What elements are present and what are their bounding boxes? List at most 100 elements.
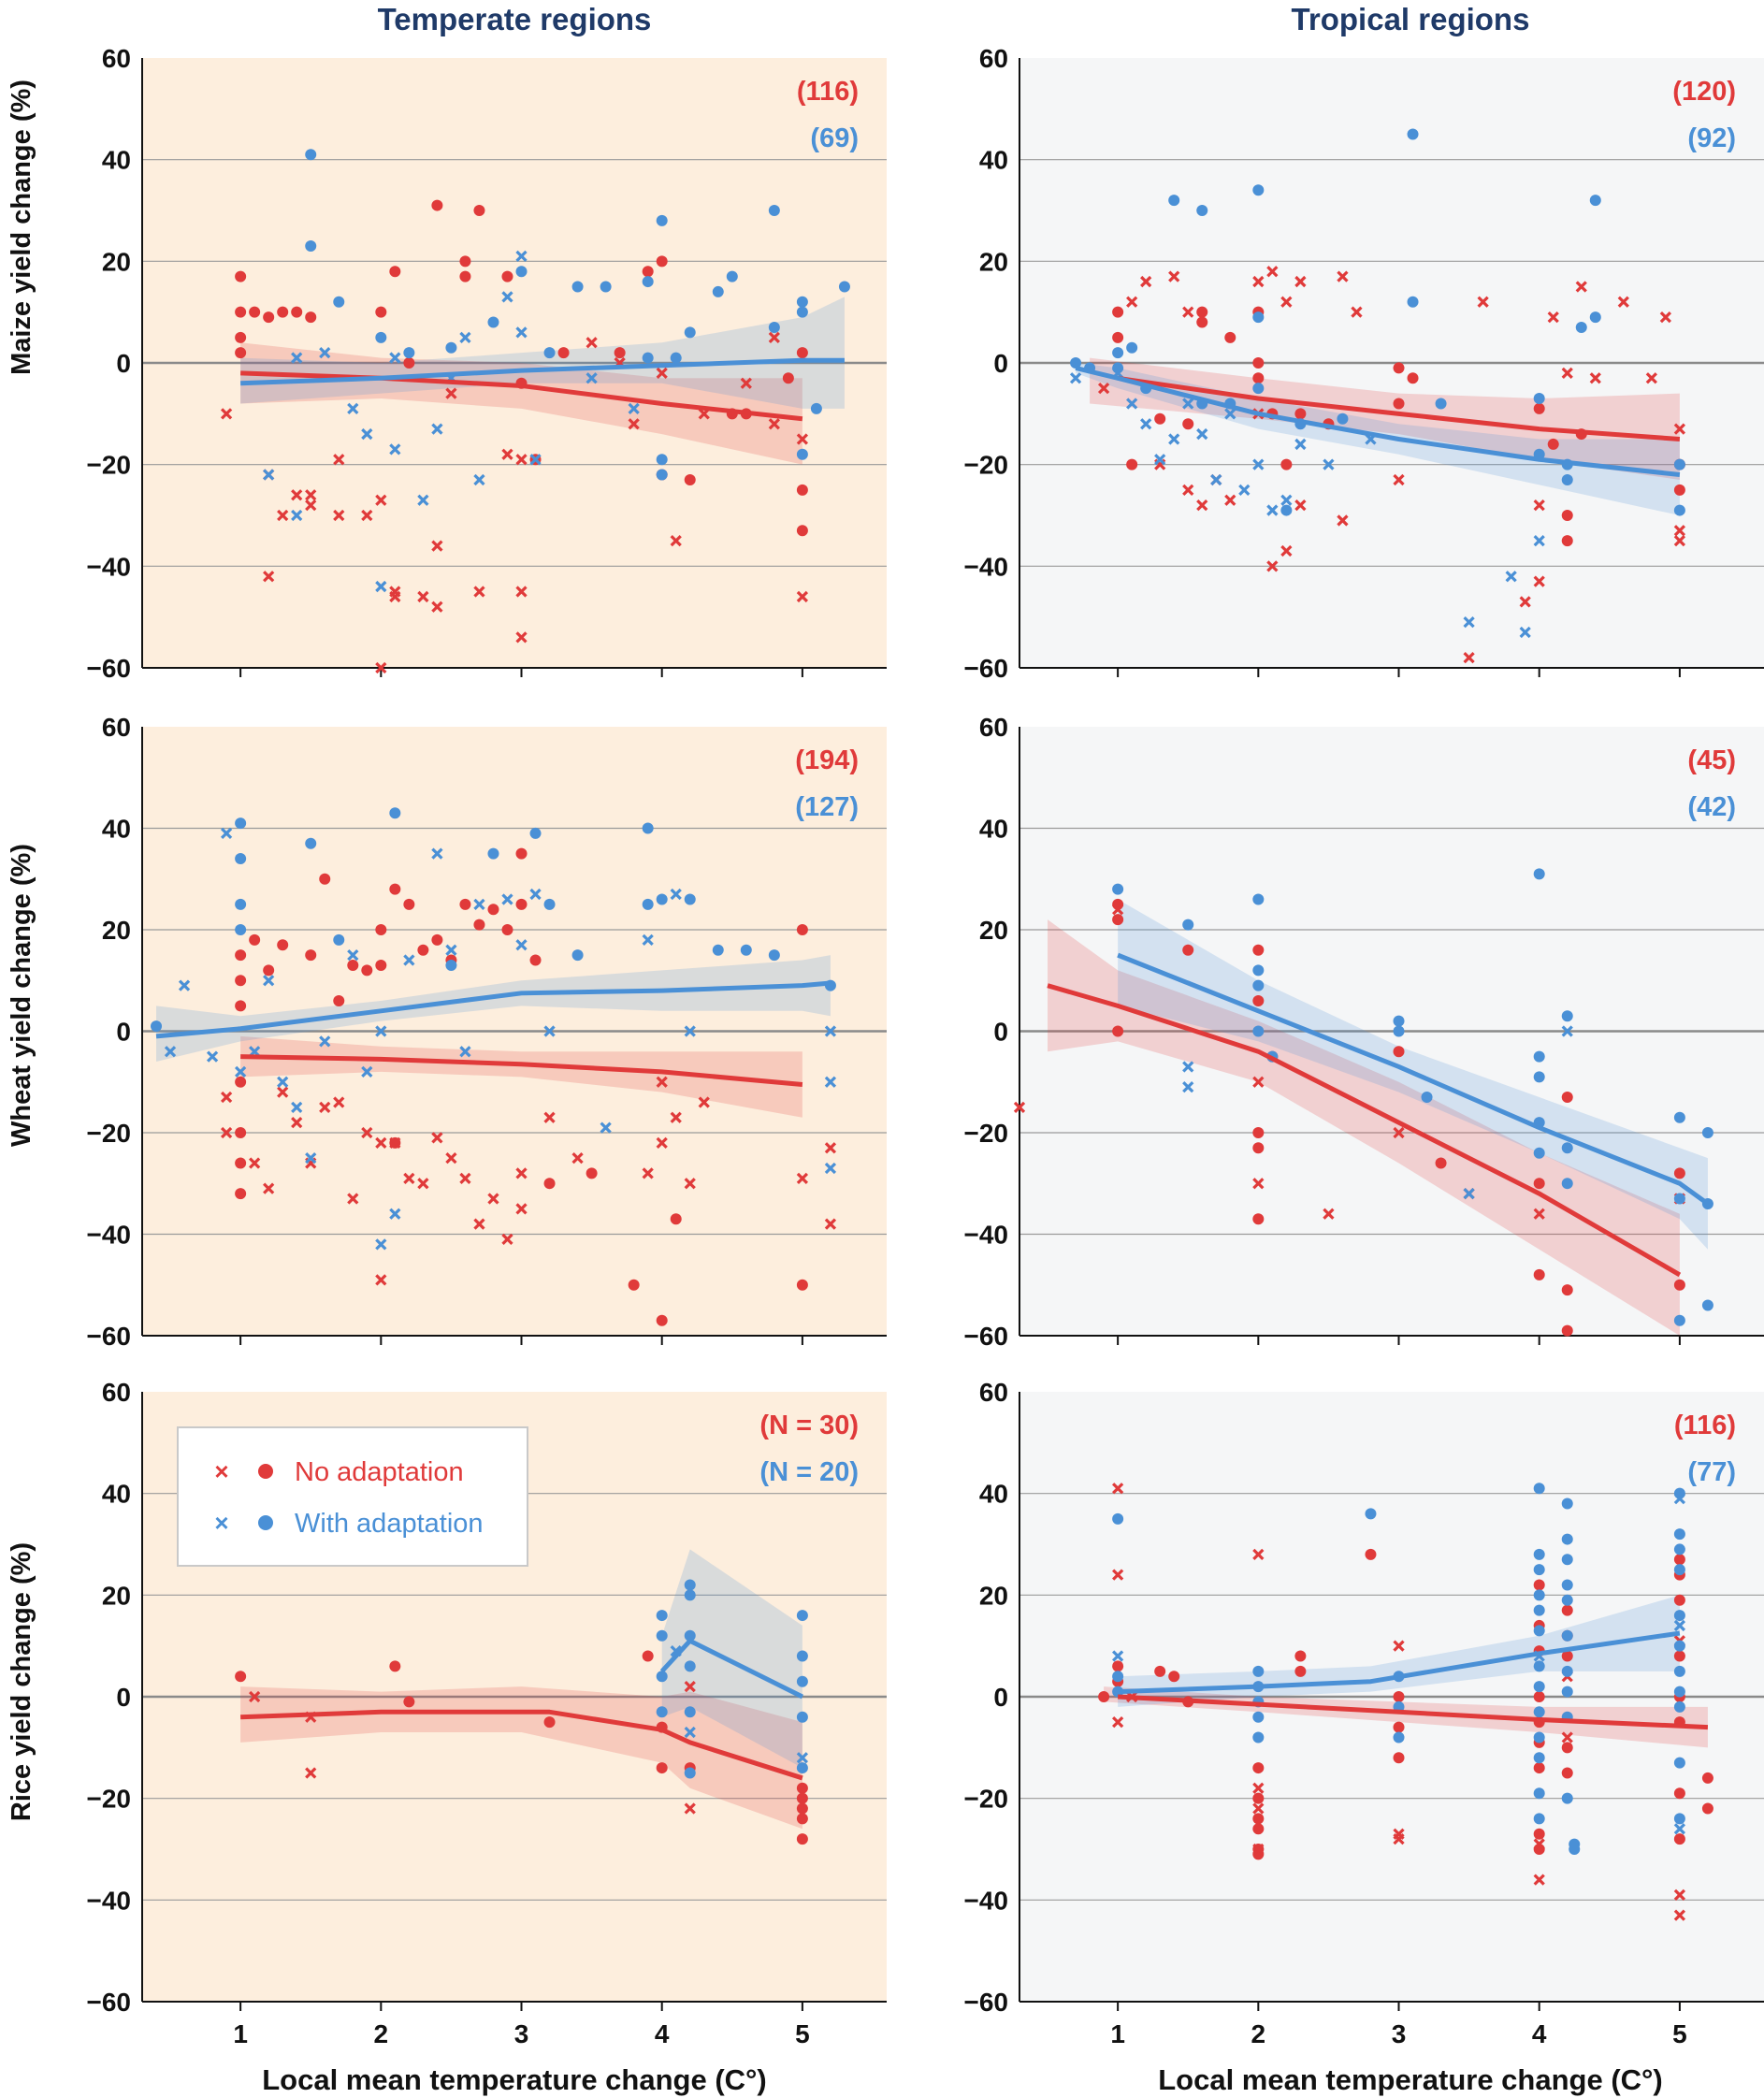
point-circle-with-adaptation: [684, 1767, 696, 1779]
legend: × No adaptation × With adaptation: [177, 1426, 528, 1567]
point-circle-no-adaptation: [1393, 1752, 1405, 1764]
trend-line-with-adaptation: [1118, 1630, 1681, 1695]
point-circle-with-adaptation: [796, 1711, 808, 1723]
y-tick-label: 40: [102, 1480, 131, 1509]
x-tick-label: 2: [374, 2019, 389, 2048]
point-cross-no-adaptation: [1252, 1178, 1265, 1190]
point-cross-no-adaptation: [1252, 1843, 1265, 1856]
panel-wheat-temperate: 60 40 20 0 −20 −40 −60 (194) (127): [87, 713, 887, 1351]
point-cross-with-adaptation: [515, 326, 528, 339]
trend-line-with-adaptation: [1075, 366, 1681, 478]
y-tick-label: 0: [116, 1018, 131, 1047]
point-circle-with-adaptation: [1252, 1025, 1265, 1037]
point-cross-with-adaptation: [178, 979, 191, 991]
point-cross-with-adaptation: [1154, 454, 1166, 466]
point-circle-no-adaptation: [1561, 1767, 1573, 1779]
point-cross-no-adaptation: [768, 418, 780, 430]
point-cross-no-adaptation: [389, 1136, 401, 1149]
point-cross-no-adaptation: [375, 661, 387, 674]
trend-line-with-adaptation: [1117, 952, 1710, 1206]
y-tick-label: 0: [116, 349, 131, 378]
point-circle-with-adaptation: [1673, 1111, 1685, 1123]
point-circle-with-adaptation: [656, 1629, 668, 1642]
point-circle-with-adaptation: [656, 1610, 668, 1622]
point-circle-no-adaptation: [1252, 1142, 1265, 1154]
point-circle-with-adaptation: [1575, 321, 1587, 333]
point-circle-no-adaptation: [1561, 1742, 1573, 1754]
point-cross-with-adaptation: [431, 847, 443, 860]
point-circle-with-adaptation: [810, 402, 822, 414]
point-circle-with-adaptation: [1252, 964, 1265, 977]
y-tick-label: 40: [102, 815, 131, 844]
point-circle-with-adaptation: [1561, 473, 1573, 485]
point-cross-with-adaptation: [1168, 433, 1180, 445]
point-circle-no-adaptation: [1561, 1650, 1573, 1662]
point-circle-with-adaptation: [1407, 296, 1419, 308]
point-circle-no-adaptation: [403, 1696, 415, 1708]
panel-maize-tropical: 60 40 20 0 −20 −40 −60 (120) (92): [964, 44, 1764, 683]
point-cross-no-adaptation: [220, 1091, 233, 1104]
point-circle-with-adaptation: [796, 306, 808, 318]
point-circle-with-adaptation: [656, 214, 668, 226]
point-cross-with-adaptation: [319, 347, 331, 359]
point-cross-no-adaptation: [291, 1117, 303, 1129]
point-cross-no-adaptation: [684, 1802, 696, 1815]
point-circle-with-adaptation: [1533, 1706, 1545, 1718]
point-circle-with-adaptation: [1112, 347, 1124, 359]
point-circle-with-adaptation: [235, 817, 247, 830]
x-axis-label-temperate: Local mean temperature change (C°): [262, 2063, 767, 2096]
point-cross-no-adaptation: [796, 433, 809, 445]
x-tick-label: 3: [514, 2019, 529, 2048]
point-circle-no-adaptation: [361, 964, 373, 977]
point-circle-no-adaptation: [263, 964, 275, 977]
point-circle-no-adaptation: [459, 270, 471, 282]
point-cross-no-adaptation: [1252, 275, 1265, 288]
point-circle-no-adaptation: [1393, 362, 1405, 374]
point-circle-with-adaptation: [1561, 1142, 1573, 1154]
point-circle-no-adaptation: [1294, 1650, 1307, 1662]
point-cross-with-adaptation: [389, 352, 401, 364]
point-circle-with-adaptation: [1673, 1528, 1685, 1541]
point-circle-no-adaptation: [796, 484, 808, 496]
point-circle-no-adaptation: [235, 1127, 247, 1138]
x-axis-label-tropical: Local mean temperature change (C°): [1158, 2063, 1663, 2096]
point-circle-with-adaptation: [543, 347, 556, 359]
point-circle-no-adaptation: [1112, 331, 1124, 343]
point-circle-no-adaptation: [1561, 1284, 1573, 1296]
point-circle-with-adaptation: [1561, 1792, 1573, 1804]
point-circle-with-adaptation: [445, 341, 457, 354]
point-cross-with-adaptation: [501, 291, 513, 303]
point-circle-no-adaptation: [1561, 535, 1573, 547]
point-cross-no-adaptation: [375, 1136, 387, 1149]
point-cross-no-adaptation: [501, 448, 513, 460]
y-tick-label: 20: [102, 916, 131, 945]
point-circle-no-adaptation: [796, 1833, 808, 1845]
point-circle-no-adaptation: [473, 919, 485, 931]
y-tick-label: −20: [964, 1785, 1009, 1814]
point-circle-no-adaptation: [249, 933, 261, 946]
point-circle-no-adaptation: [1533, 1579, 1545, 1591]
point-cross-with-adaptation: [1126, 398, 1138, 410]
point-cross-no-adaptation: [515, 586, 528, 598]
point-cross-no-adaptation: [1280, 296, 1293, 308]
point-cross-with-adaptation: [431, 423, 443, 435]
trend-line-no-adaptation: [240, 1054, 803, 1087]
x-tick-label: 4: [1532, 2019, 1547, 2048]
point-cross-no-adaptation: [1519, 596, 1531, 608]
point-circle-with-adaptation: [235, 924, 247, 935]
point-cross-with-adaptation: [1266, 504, 1279, 516]
legend-dot-no-adaptation: [258, 1464, 273, 1479]
point-cross-with-adaptation: [515, 250, 528, 263]
point-circle-no-adaptation: [642, 1650, 654, 1662]
point-cross-no-adaptation: [628, 418, 640, 430]
y-tick-label: −20: [87, 451, 132, 480]
point-circle-no-adaptation: [656, 1762, 668, 1774]
point-circle-no-adaptation: [1533, 1178, 1545, 1190]
point-circle-with-adaptation: [1673, 1543, 1685, 1555]
point-cross-with-adaptation: [1182, 1081, 1194, 1093]
point-cross-no-adaptation: [571, 1151, 584, 1165]
point-cross-no-adaptation: [220, 1126, 233, 1139]
y-tick-label: 40: [979, 1480, 1008, 1509]
panel-rice-tropical: 60 40 20 0 −20 −40 −60 1 2 3 4 5 (116) (77): [964, 1378, 1764, 2048]
